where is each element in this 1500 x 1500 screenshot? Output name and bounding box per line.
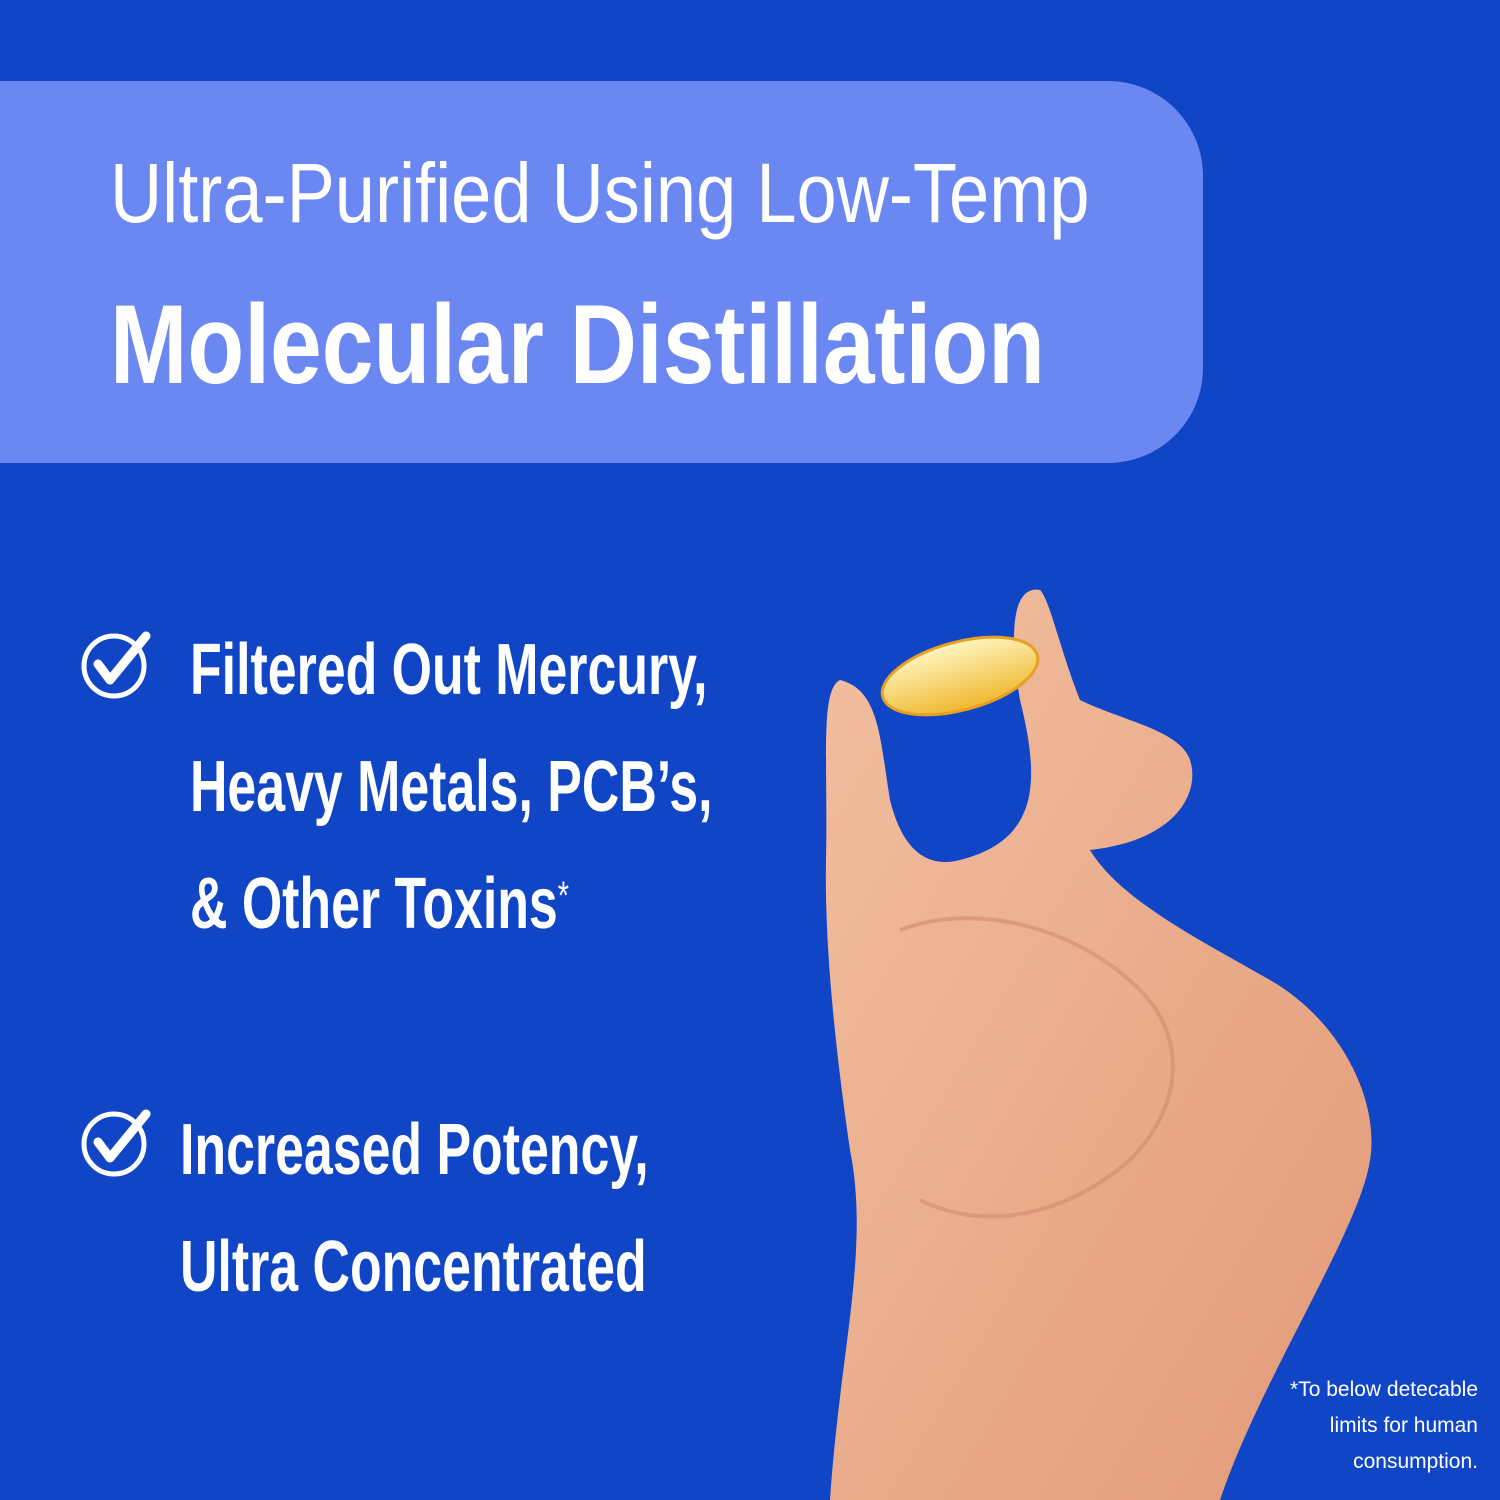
footnote-line: *To below detecable: [1290, 1378, 1478, 1401]
capsule: [880, 635, 1040, 717]
bullet-1-line: & Other Toxins*: [190, 846, 712, 963]
headline-line1: Ultra-Purified Using Low-Temp: [110, 146, 1090, 240]
asterisk: *: [557, 874, 569, 918]
bullet-1-line: Heavy Metals, PCB’s,: [190, 747, 713, 827]
bullet-2-line: Ultra Concentrated: [180, 1227, 647, 1307]
check-circle-icon: [81, 631, 151, 699]
headline-line2: Molecular Distillation: [110, 282, 1045, 407]
bullet-1: Filtered Out Mercury, Heavy Metals, PCB’…: [190, 612, 712, 963]
footnote-line: limits for human: [1329, 1414, 1478, 1437]
footnote: *To below detecable limits for human con…: [1290, 1372, 1478, 1480]
hand-holding-capsule-image: [825, 589, 1372, 1500]
footnote-line: consumption.: [1353, 1450, 1478, 1473]
check-circle-icon: [81, 1109, 151, 1177]
bullet-2: Increased Potency, Ultra Concentrated: [180, 1092, 649, 1326]
bullet-2-line: Increased Potency,: [180, 1110, 649, 1190]
hand-shape: [825, 589, 1372, 1500]
bullet-1-text: & Other Toxins: [190, 864, 558, 944]
bullet-1-line: Filtered Out Mercury,: [190, 630, 708, 710]
header-banner: [0, 81, 1203, 463]
